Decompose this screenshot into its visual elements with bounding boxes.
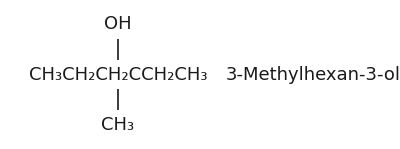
Text: 3-Methylhexan-3-ol: 3-Methylhexan-3-ol	[226, 66, 400, 83]
Text: CH₃: CH₃	[102, 116, 134, 134]
Text: CH₃CH₂CH₂CCH₂CH₃: CH₃CH₂CH₂CCH₂CH₃	[29, 66, 207, 83]
Text: OH: OH	[104, 15, 132, 33]
